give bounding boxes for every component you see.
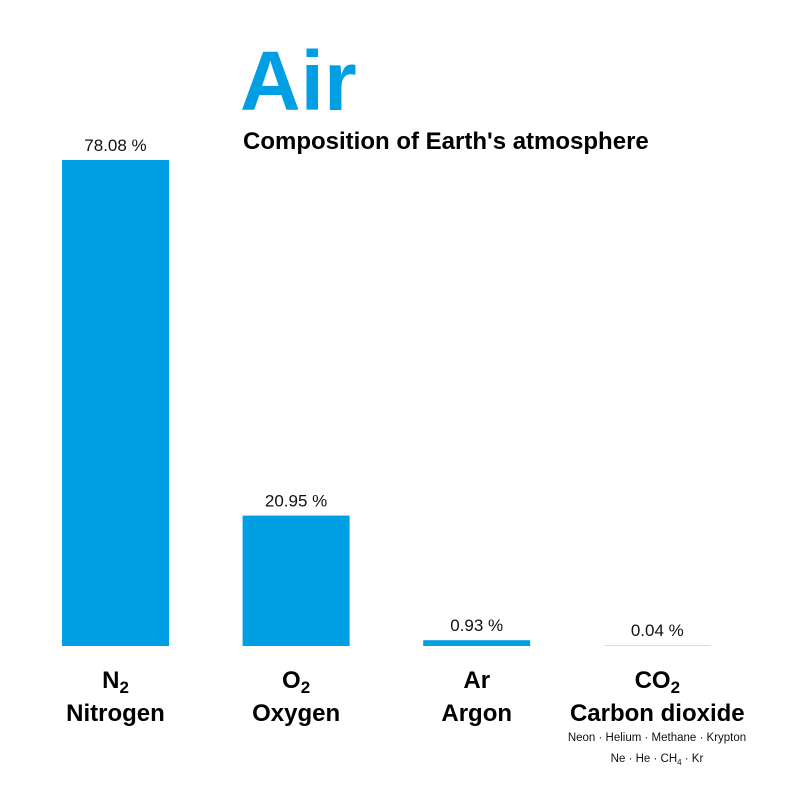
bar-nitrogen [62,160,169,646]
category-label: Nitrogen [66,700,165,727]
category-label: Carbon dioxide [570,700,745,727]
category-label: Oxygen [252,700,340,727]
chart-subtitle: Composition of Earth's atmosphere [243,128,649,155]
value-label: 78.08 % [84,136,146,155]
value-label: 0.04 % [631,621,684,640]
formula-label: N2 [102,667,129,697]
formula-label: Ar [463,667,490,694]
footnote-symbols: Ne · He · CH4 · Kr [611,753,704,767]
category-label: Argon [441,700,512,727]
formula-label: CO2 [635,667,680,697]
bar-oxygen [242,515,350,646]
bar-argon [423,640,531,646]
bars: 78.08 % N2 Nitrogen 20.95 % O2 Oxygen 0.93 % Ar… [62,136,745,727]
footnote-names: Neon · Helium · Methane · Krypton [568,732,746,744]
chart-title: Air [240,34,357,128]
value-label: 0.93 % [450,616,503,635]
formula-label: O2 [282,667,310,697]
value-label: 20.95 % [265,492,327,511]
bar-carbon-dioxide [603,645,711,646]
